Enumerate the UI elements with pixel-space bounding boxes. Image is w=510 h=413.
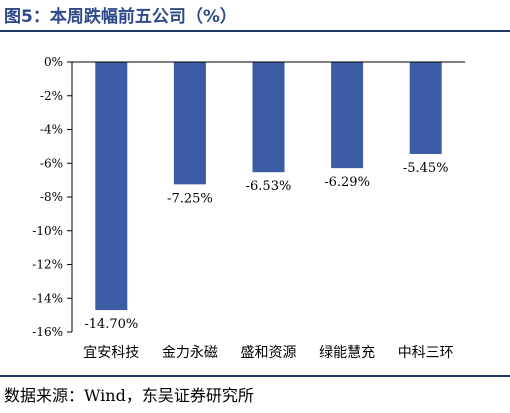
title-divider xyxy=(0,30,510,32)
data-label: -7.25% xyxy=(167,191,213,206)
y-axis: 0% -2% -4% -6% -8% -10% -12% -14% -16% xyxy=(32,55,73,339)
data-label: -6.29% xyxy=(324,175,370,190)
data-labels: -14.70% -7.25% -6.53% -6.29% -5.45% xyxy=(84,161,448,332)
source-note: 数据来源：Wind，东吴证券研究所 xyxy=(4,386,254,405)
y-tick-label: -6% xyxy=(40,156,63,170)
x-category-label: 中科三环 xyxy=(398,345,454,361)
bar-chart: 0% -2% -4% -6% -8% -10% -12% -14% -16% -14.70% -7… xyxy=(32,55,465,361)
bar xyxy=(95,62,128,311)
y-tick-label: -16% xyxy=(32,325,63,339)
y-tick-label: -8% xyxy=(40,190,63,204)
bar xyxy=(173,62,206,185)
y-tick-label: -2% xyxy=(40,89,63,103)
x-axis: 宜安科技 金力永磁 盛和资源 绿能慧充 中科三环 xyxy=(72,61,465,361)
y-tick-label: -14% xyxy=(32,291,63,305)
y-tick-label: -4% xyxy=(40,123,63,137)
data-label: -6.53% xyxy=(246,179,292,194)
bar xyxy=(409,62,442,154)
x-category-label: 盛和资源 xyxy=(241,345,297,361)
x-category-label: 金力永磁 xyxy=(162,345,218,361)
data-label: -5.45% xyxy=(403,161,449,176)
x-category-label: 绿能慧充 xyxy=(319,345,375,361)
y-tick-label: -10% xyxy=(32,224,63,238)
source-divider xyxy=(0,375,510,377)
chart-title: 图5：本周跌幅前五公司（%） xyxy=(4,7,237,27)
bar xyxy=(252,62,285,173)
data-label: -14.70% xyxy=(84,317,138,332)
bar xyxy=(331,62,364,169)
bars xyxy=(95,62,442,311)
x-category-label: 宜安科技 xyxy=(83,345,139,361)
y-tick-label: 0% xyxy=(44,55,63,69)
y-tick-label: -12% xyxy=(32,258,63,272)
